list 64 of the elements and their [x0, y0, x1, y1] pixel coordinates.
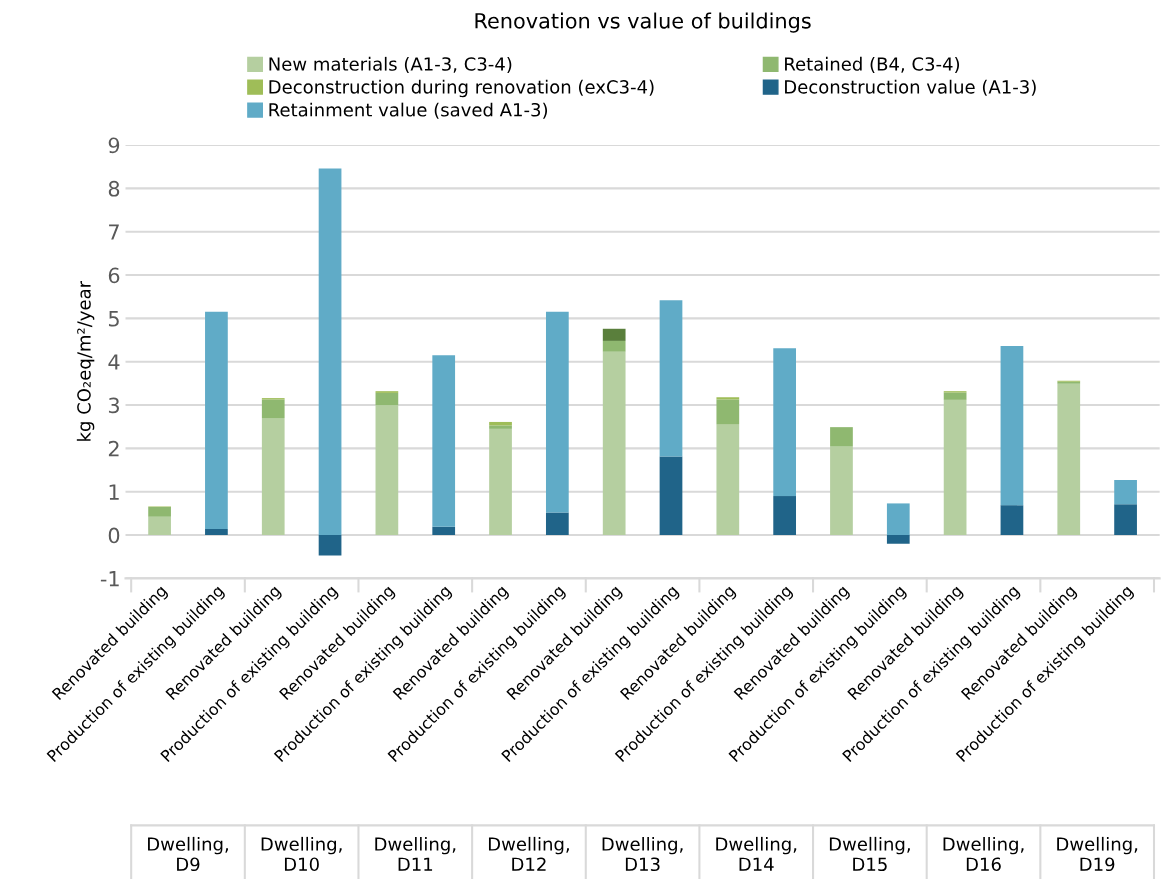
bar: [830, 446, 853, 536]
bar: [545, 512, 569, 536]
bar: [659, 456, 683, 536]
bar: [716, 397, 740, 400]
text: Dwelling, D13: [602, 836, 683, 872]
text: Dwelling, D10: [261, 836, 342, 872]
bar: [602, 328, 626, 341]
text: Dwelling, D14: [716, 836, 797, 871]
bar: [375, 405, 399, 536]
text: Dwelling, D11: [375, 836, 456, 871]
bar: [375, 392, 399, 406]
y-tick-label: 4: [108, 354, 120, 370]
text: Dwelling, D19: [1057, 836, 1138, 872]
bar: [1114, 480, 1137, 505]
y-axis-title: kg CO₂eq/m²/year: [76, 280, 95, 441]
bar: [261, 418, 285, 536]
y-tick-label: 1: [109, 484, 119, 500]
bar: [716, 399, 740, 425]
bar: [886, 503, 910, 536]
text: Dwelling, D12: [488, 836, 569, 871]
y-tick-label: 5: [108, 311, 119, 327]
bar: [489, 425, 512, 429]
y-tick-label: 3: [108, 397, 119, 414]
bar: [830, 427, 853, 447]
bar: [773, 348, 797, 497]
bar: [489, 428, 512, 536]
bar: [318, 535, 342, 556]
chart-title: Renovation vs value of buildings: [475, 12, 811, 33]
y-tick-label: 2: [108, 440, 119, 457]
y-tick-label: 0: [108, 527, 120, 544]
bar: [432, 355, 456, 527]
y-tick-label: -1: [100, 571, 119, 587]
text: Dwelling, D16: [943, 836, 1024, 872]
y-tick-label: 7: [109, 224, 119, 240]
legend-label: Deconstruction during renovation (exC3-4): [269, 79, 654, 98]
bar: [1057, 383, 1081, 536]
y-tick-label: 6: [108, 267, 120, 284]
bar: [602, 340, 626, 352]
bar: [1000, 505, 1024, 536]
bar: [148, 516, 171, 536]
legend-label: Retained (B4, C3-4): [785, 56, 960, 73]
bar: [205, 528, 228, 536]
bar: [943, 392, 967, 400]
bar: [943, 399, 967, 536]
bar: [432, 526, 456, 536]
bar: [545, 311, 569, 513]
legend-label: Deconstruction value (A1-3): [785, 79, 1036, 96]
bar: [773, 496, 797, 536]
y-tick-label: 9: [108, 137, 120, 154]
bar: [318, 168, 342, 536]
bar: [886, 535, 910, 544]
legend-label: Retainment value (saved A1-3): [269, 102, 548, 119]
legend-label: New materials (A1-3, C3-4): [269, 56, 512, 73]
bar: [602, 351, 626, 536]
bar: [205, 311, 228, 529]
text: Dwelling, D15: [829, 836, 910, 872]
text: Dwelling, D9: [148, 836, 228, 872]
bar: [1000, 346, 1024, 506]
bar: [148, 506, 171, 517]
bar: [716, 424, 740, 536]
bar: [261, 399, 285, 419]
bar: [659, 300, 683, 457]
y-tick-label: 8: [108, 180, 120, 197]
bar: [1114, 504, 1137, 536]
